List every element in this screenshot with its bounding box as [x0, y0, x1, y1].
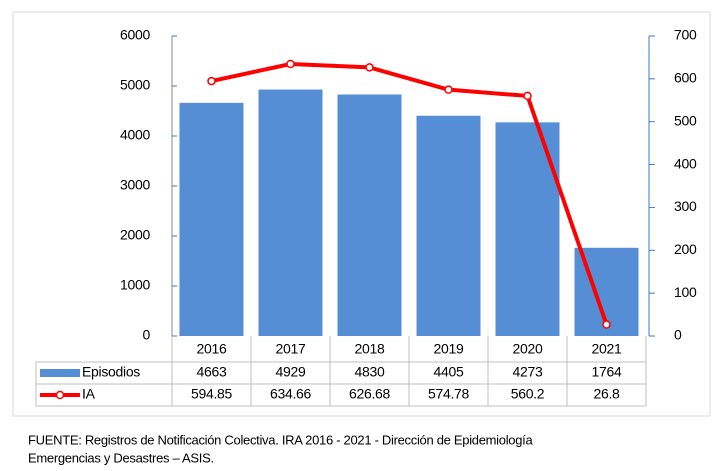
line: [211, 62, 609, 326]
y2-tick-label: 400: [674, 155, 697, 171]
x-tick-label: 2020: [513, 341, 543, 357]
line-marker: [365, 63, 374, 72]
y-tick-label: 6000: [120, 27, 150, 43]
source-note: FUENTE: Registros de Notificación Colect…: [28, 432, 533, 447]
line-marker: [286, 59, 295, 69]
y2-tick-label: 300: [674, 198, 697, 214]
table-value: 574.78: [428, 386, 470, 402]
table-value: 4663: [197, 364, 227, 380]
x-tick-label: 2021: [592, 341, 622, 357]
y-tick-label: 2000: [120, 227, 150, 243]
bar: [495, 122, 560, 336]
legend-key: [55, 390, 65, 400]
table-value: 4273: [513, 364, 543, 380]
y2-tick-label: 200: [674, 241, 697, 257]
line-marker: [444, 85, 453, 94]
y-tick-label: 4000: [120, 127, 150, 143]
table-value: 594.85: [191, 386, 233, 402]
table-value: 626.68: [349, 386, 391, 402]
legend-label: IA: [82, 386, 96, 402]
bar: [179, 102, 244, 336]
x-tick-label: 2016: [197, 341, 227, 357]
table-value: 26.8: [593, 386, 620, 402]
table-value: 1764: [592, 364, 622, 380]
bar: [337, 94, 402, 336]
line-marker: [523, 91, 532, 101]
y2-tick-label: 600: [674, 70, 697, 86]
y2-tick-label: 0: [674, 327, 682, 343]
legend-label: Episodios: [82, 364, 140, 380]
y2-tick-label: 700: [674, 27, 697, 43]
x-tick-label: 2017: [276, 341, 306, 357]
x-tick-label: 2018: [355, 341, 385, 357]
y-tick-label: 3000: [120, 177, 150, 193]
y2-tick-label: 500: [674, 112, 697, 128]
y2-tick-label: 100: [674, 284, 697, 300]
table-value: 4405: [434, 364, 464, 380]
line-marker: [207, 76, 216, 86]
y-tick-label: 0: [143, 327, 151, 343]
x-tick-label: 2019: [434, 341, 464, 357]
bar: [258, 89, 323, 336]
source-note: Emergencias y Desastres – ASIS.: [28, 450, 214, 465]
table-value: 4830: [355, 364, 385, 380]
table-value: 4929: [276, 364, 306, 380]
legend-key: [40, 369, 80, 377]
bar: [416, 115, 481, 336]
y-tick-label: 5000: [120, 77, 150, 93]
table-value: 560.2: [511, 386, 545, 402]
line-marker: [602, 320, 611, 329]
table-value: 634.66: [270, 386, 312, 402]
y-tick-label: 1000: [120, 277, 150, 293]
